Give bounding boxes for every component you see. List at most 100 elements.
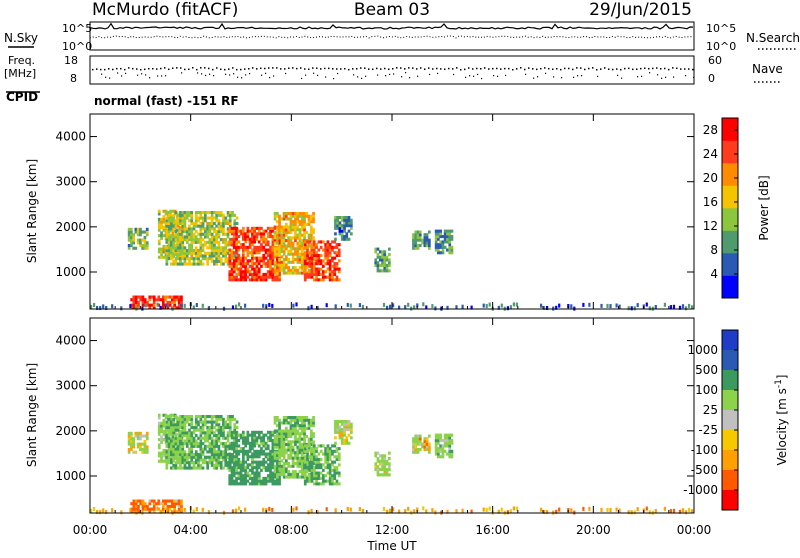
data-cell <box>253 272 256 276</box>
data-cell <box>337 463 341 467</box>
data-cell <box>328 482 332 486</box>
data-cell <box>255 262 259 266</box>
data-cell <box>324 479 327 483</box>
data-cell <box>152 504 156 508</box>
data-cell <box>199 238 203 242</box>
data-cell <box>289 214 293 218</box>
data-cell <box>428 230 431 234</box>
data-cell <box>231 211 234 215</box>
data-cell <box>160 236 163 240</box>
data-cell <box>328 468 332 472</box>
data-cell <box>273 247 277 251</box>
data-cell <box>192 221 196 225</box>
data-cell <box>345 216 349 220</box>
data-cell <box>308 474 312 478</box>
data-cell <box>237 439 241 443</box>
data-cell <box>257 229 261 233</box>
data-cell <box>285 434 288 438</box>
data-cell <box>201 303 204 308</box>
data-cell <box>269 226 272 230</box>
data-cell <box>308 468 312 472</box>
data-cell <box>308 251 312 255</box>
data-cell <box>201 257 205 261</box>
data-cell <box>335 479 339 483</box>
data-cell <box>350 218 353 222</box>
data-cell <box>340 226 344 230</box>
data-cell <box>143 439 147 443</box>
data-cell <box>141 300 145 304</box>
freq-dot <box>392 67 394 70</box>
data-cell <box>228 213 232 217</box>
data-cell <box>278 434 281 438</box>
data-cell <box>313 262 316 266</box>
data-cell <box>232 430 236 434</box>
data-cell <box>233 461 237 465</box>
data-cell <box>130 502 133 506</box>
data-cell <box>242 248 245 252</box>
data-cell <box>264 251 268 255</box>
data-cell <box>381 258 384 262</box>
data-cell <box>99 306 102 311</box>
data-cell <box>230 226 234 230</box>
data-cell <box>148 507 152 511</box>
data-cell <box>298 456 302 460</box>
data-cell <box>213 415 216 419</box>
data-cell <box>197 453 200 457</box>
data-cell <box>160 225 163 229</box>
data-cell <box>179 455 182 459</box>
data-cell <box>230 251 234 255</box>
data-cell <box>257 466 261 470</box>
data-cell <box>257 240 261 244</box>
data-cell <box>282 451 286 455</box>
data-cell <box>308 455 312 459</box>
data-cell <box>328 259 332 263</box>
data-cell <box>266 444 270 448</box>
data-cell <box>428 445 431 449</box>
data-cell <box>264 447 268 451</box>
colorbar-segment <box>722 410 738 431</box>
data-cell <box>157 424 161 428</box>
data-cell <box>326 275 330 279</box>
data-cell <box>230 267 234 271</box>
data-cell <box>132 233 135 237</box>
freq-dot <box>432 68 434 70</box>
data-cell <box>174 463 178 467</box>
data-cell <box>157 220 161 224</box>
data-cell <box>201 425 205 429</box>
data-cell <box>439 240 442 244</box>
data-cell <box>448 251 452 255</box>
data-cell <box>181 257 185 261</box>
freq-dot <box>428 67 430 69</box>
data-cell <box>276 275 279 279</box>
data-cell <box>194 240 198 244</box>
data-cell <box>146 303 149 307</box>
data-cell <box>278 476 281 480</box>
data-cell <box>141 244 144 248</box>
data-cell <box>446 229 449 233</box>
data-cell <box>340 428 344 432</box>
data-cell <box>681 304 685 309</box>
data-cell <box>308 466 312 470</box>
data-cell <box>204 257 207 261</box>
data-cell <box>255 248 259 252</box>
data-cell <box>310 262 314 266</box>
data-cell <box>192 305 195 310</box>
data-cell <box>273 225 277 229</box>
data-cell <box>262 278 266 282</box>
colorbar-tick-label: 12 <box>703 219 718 233</box>
data-cell <box>204 444 207 448</box>
data-cell <box>239 466 243 470</box>
data-cell <box>210 211 214 215</box>
freq-dot <box>272 67 274 69</box>
data-cell <box>226 243 230 247</box>
data-cell <box>285 212 288 216</box>
data-cell <box>374 467 378 471</box>
data-cell <box>253 474 256 478</box>
data-cell <box>166 303 170 307</box>
data-cell <box>305 222 309 226</box>
data-cell <box>300 263 304 267</box>
data-cell <box>374 261 378 265</box>
data-cell <box>350 224 353 228</box>
data-cell <box>164 295 167 299</box>
data-cell <box>244 449 247 453</box>
